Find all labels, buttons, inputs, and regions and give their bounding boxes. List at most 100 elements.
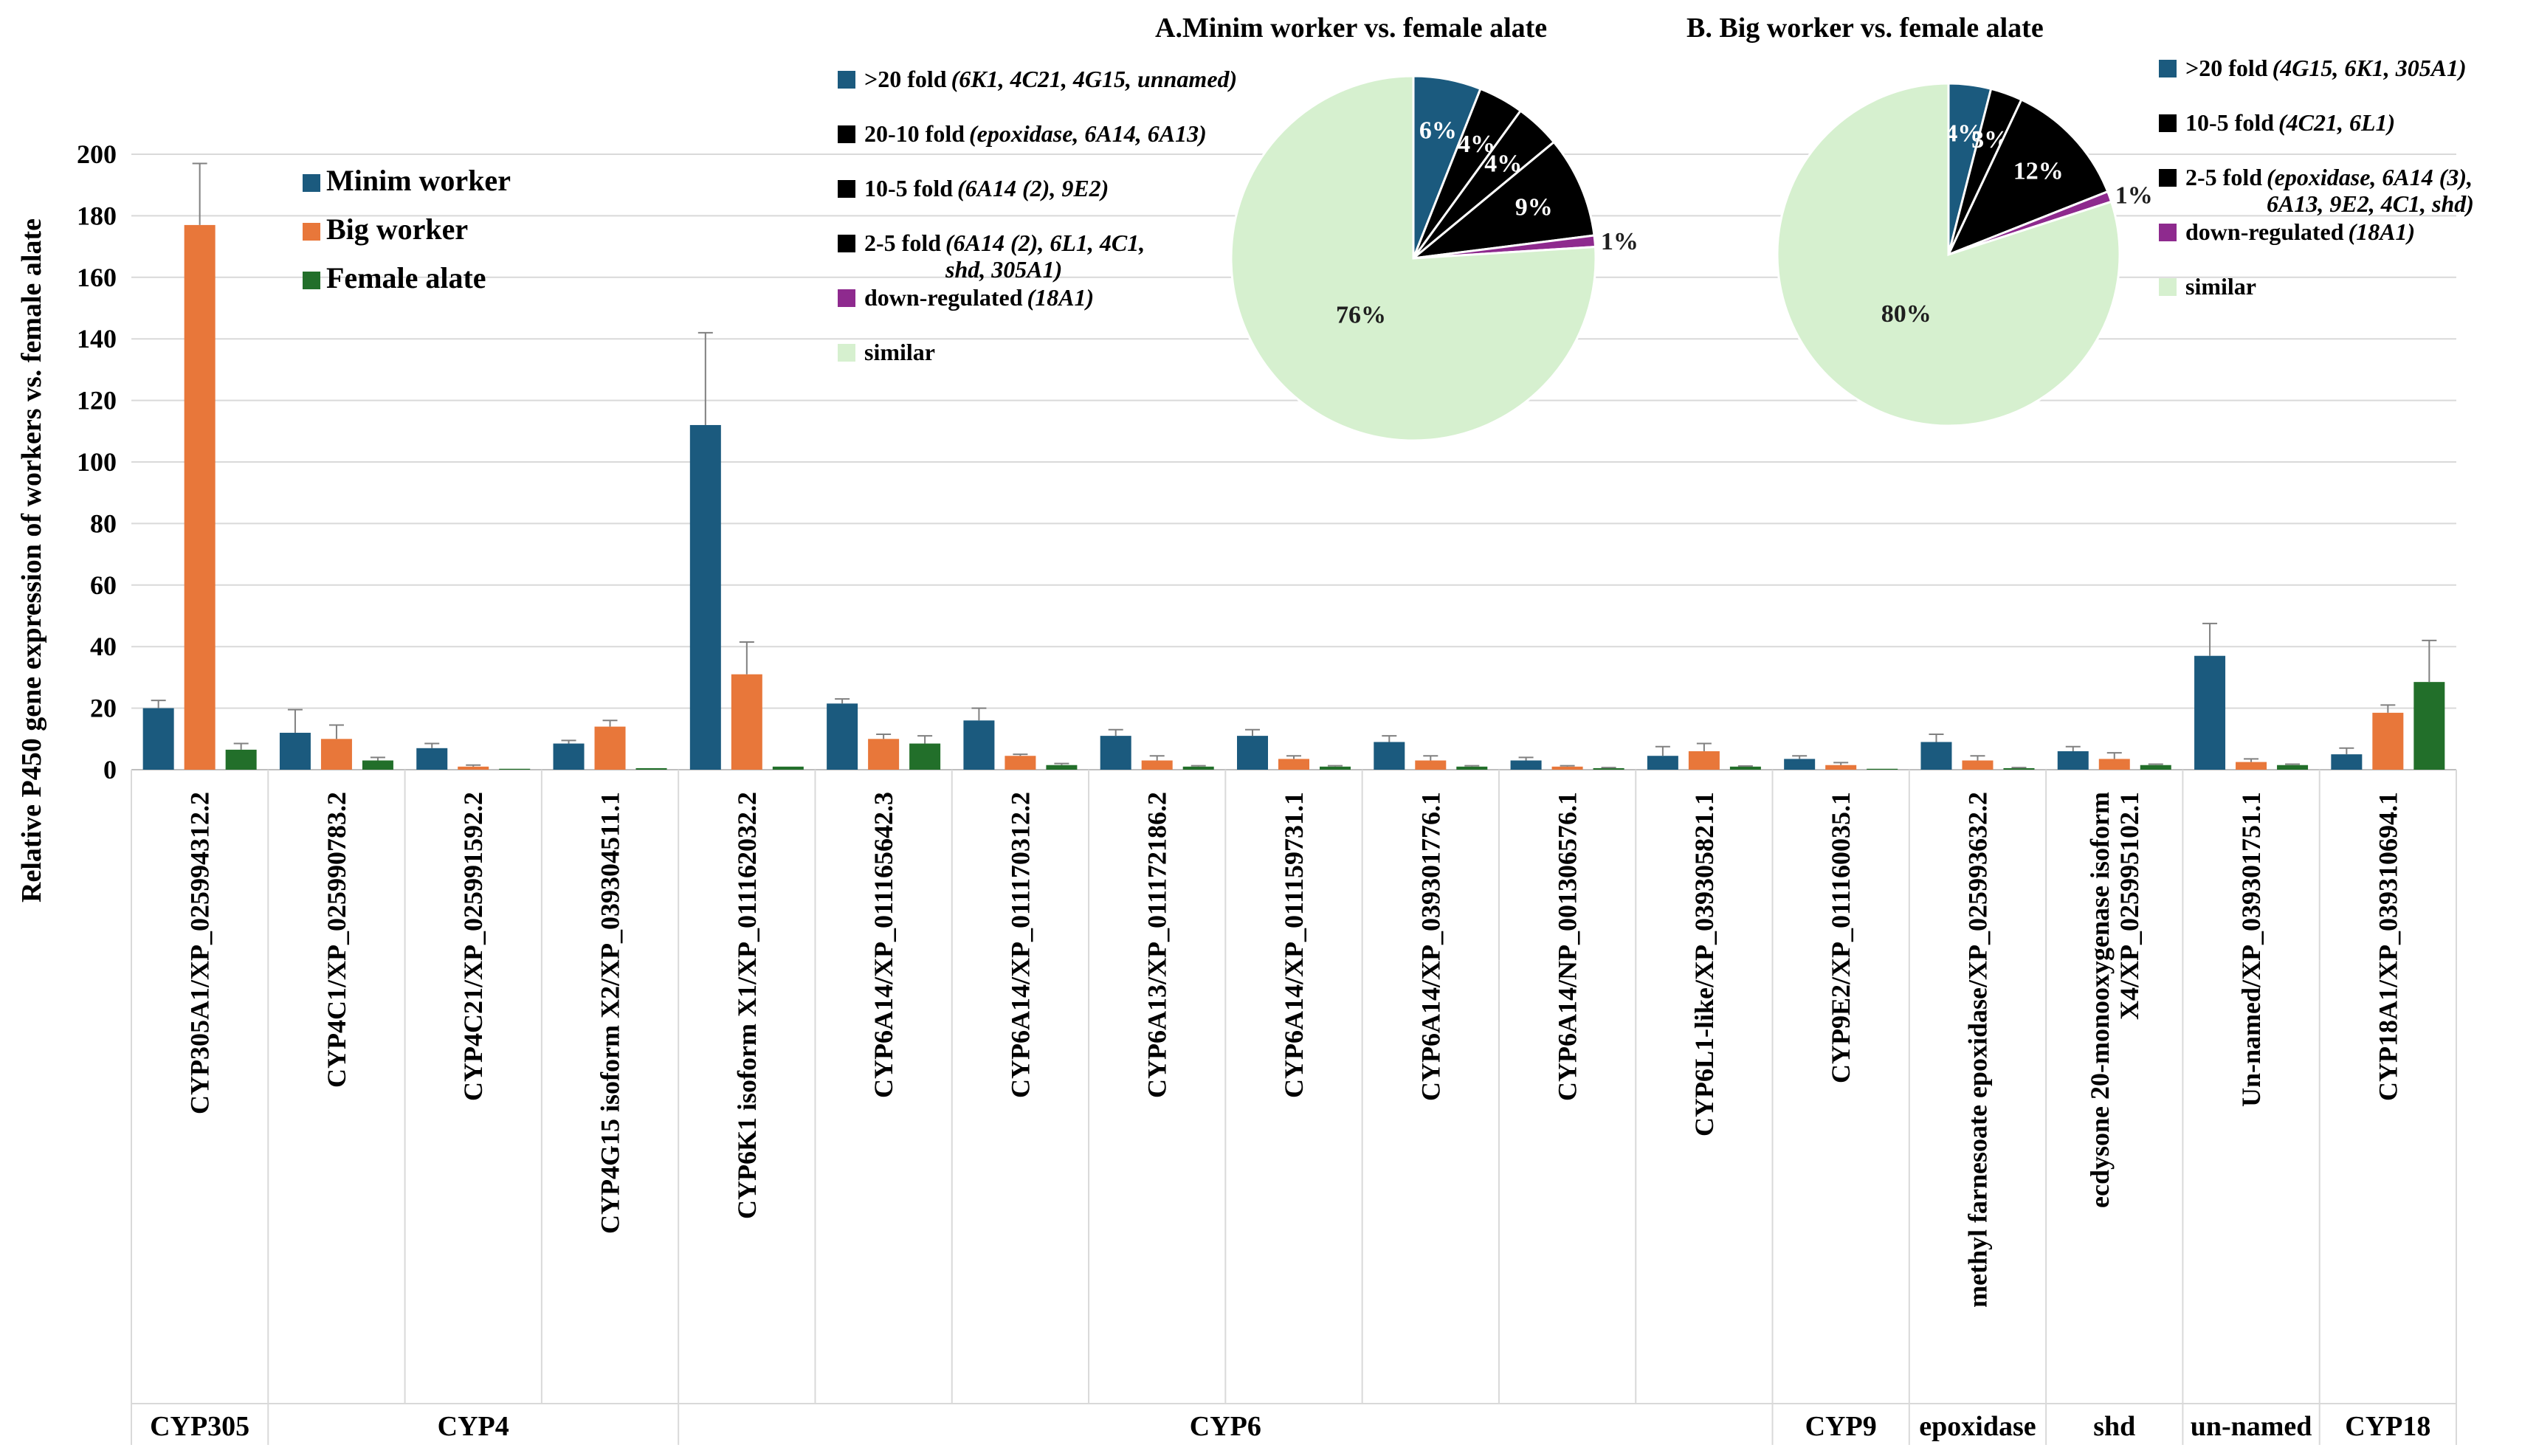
legend-swatch-minim bbox=[303, 174, 320, 192]
y-tick-label: 180 bbox=[77, 201, 117, 230]
y-tick-label: 120 bbox=[77, 386, 117, 415]
bar-alate bbox=[1046, 765, 1078, 770]
pie-legend-label: similar bbox=[2185, 273, 2256, 300]
x-tick-label: X4/XP_025995102.1 bbox=[2115, 792, 2144, 1020]
pie-slice-label: 6% bbox=[1419, 117, 1457, 144]
bar-minim bbox=[827, 703, 858, 770]
bar-big bbox=[1825, 765, 1857, 770]
bar-chart: 0 20 40 60 80 100 120 140 160 180 200 Relative P450… bbox=[16, 139, 2457, 1445]
x-tick-label: CYP6L1-like/XP_039305821.1 bbox=[1689, 792, 1719, 1136]
pie-legend-detail: (epoxidase, 6A14 (3), bbox=[2267, 164, 2473, 190]
bar-big bbox=[2098, 759, 2130, 770]
x-tick-label: CYP305A1/XP_025994312.2 bbox=[185, 792, 215, 1114]
x-tick-label: CYP4C21/XP_025991592.2 bbox=[458, 792, 488, 1101]
x-tick-label: CYP6A13/XP_011172186.2 bbox=[1143, 792, 1172, 1098]
pie-slice-label: 1% bbox=[1601, 228, 1639, 255]
pie-legend-detail: (epoxidase, 6A14, 6A13) bbox=[969, 120, 1207, 147]
pie-legend-swatch-gt20 bbox=[838, 71, 855, 89]
pie-slice-label: 80% bbox=[1881, 300, 1932, 328]
pie-legend-label: down-regulated bbox=[2185, 218, 2344, 245]
bar-minim bbox=[1100, 736, 1131, 770]
bar-minim bbox=[1510, 760, 1542, 770]
pie-legend-swatch-f20_10 bbox=[838, 125, 855, 143]
pie-legend-label: 10-5 fold bbox=[2185, 109, 2274, 136]
group-label: epoxidase bbox=[1919, 1411, 2036, 1442]
pie-legend-swatch-down bbox=[2159, 224, 2177, 241]
group-label: CYP6 bbox=[1190, 1411, 1261, 1442]
y-tick-label: 140 bbox=[77, 324, 117, 353]
y-tick-label: 60 bbox=[90, 570, 117, 600]
pie-slice-f2_5 bbox=[1946, 98, 2109, 257]
pie-legend-swatch-gt20 bbox=[2159, 60, 2177, 77]
bar-big bbox=[1551, 766, 1583, 770]
bar-alate bbox=[362, 760, 393, 770]
bar-minim bbox=[963, 720, 995, 770]
bar-chart-legend: Minim worker Big worker Female alate bbox=[303, 164, 511, 294]
pie-legend-swatch-f2_5 bbox=[2159, 169, 2177, 187]
bar-big bbox=[320, 739, 352, 770]
bar-big bbox=[2236, 762, 2267, 770]
pie-legend-label: similar bbox=[864, 339, 935, 365]
x-tick-label: CYP6A14/XP_011165642.3 bbox=[869, 792, 898, 1098]
pie-legend-detail: (4G15, 6K1, 305A1) bbox=[2273, 55, 2467, 81]
pie-legend-label: down-regulated bbox=[864, 284, 1023, 311]
x-tick-label: CYP18A1/XP_039310694.1 bbox=[2373, 792, 2402, 1101]
pie-legend-swatch-similar bbox=[838, 344, 855, 362]
group-label: CYP9 bbox=[1805, 1411, 1877, 1442]
x-tick-label: CYP9E2/XP_011160035.1 bbox=[1826, 792, 1856, 1083]
bar-big bbox=[594, 726, 626, 770]
x-tick-label: CYP6A14/XP_039301776.1 bbox=[1416, 792, 1445, 1101]
bar-big bbox=[1005, 756, 1036, 770]
y-tick-label: 80 bbox=[90, 508, 117, 538]
bar-alate bbox=[1729, 766, 1761, 770]
x-tick-label: CYP6A14/XP_011170312.2 bbox=[1005, 792, 1035, 1098]
bar-alate bbox=[499, 768, 531, 770]
pie-legend-swatch-f10_5 bbox=[838, 180, 855, 198]
bar-alate bbox=[1182, 766, 1214, 770]
y-tick-label: 160 bbox=[77, 263, 117, 292]
pie-legend-detail: (6K1, 4C21, 4G15, unnamed) bbox=[951, 66, 1238, 92]
pie-legend-label: 10-5 fold bbox=[864, 175, 953, 201]
bar-big bbox=[2372, 712, 2404, 770]
bar-minim bbox=[1647, 756, 1678, 770]
bar-alate bbox=[1456, 766, 1488, 770]
bar-alate bbox=[225, 749, 257, 770]
bar-alate bbox=[2413, 682, 2445, 770]
pie-legend-detail: 6A13, 9E2, 4C1, shd) bbox=[2267, 190, 2474, 217]
y-tick-label: 200 bbox=[77, 139, 117, 169]
x-tick-label: methyl farnesoate epoxidase/XP_025993632… bbox=[1963, 792, 1992, 1308]
y-tick-label: 100 bbox=[77, 447, 117, 477]
legend-label: Female alate bbox=[326, 261, 486, 294]
bar-alate bbox=[1320, 766, 1351, 770]
bar-minim bbox=[553, 743, 585, 770]
x-tick-label: CYP6A14/NP_001306576.1 bbox=[1553, 792, 1582, 1101]
pie-legend-label: >20 fold bbox=[864, 66, 947, 92]
pie-legend-swatch-down bbox=[838, 289, 855, 307]
group-label: shd bbox=[2093, 1411, 2135, 1442]
pie-legend-label: 20-10 fold bbox=[864, 120, 965, 147]
group-label: CYP305 bbox=[150, 1411, 249, 1442]
pie-legend-label: >20 fold bbox=[2185, 55, 2268, 81]
pie-legend-detail: (4C21, 6L1) bbox=[2278, 109, 2395, 136]
pie-legend-swatch-similar bbox=[2159, 278, 2177, 296]
pie-legend-detail: (18A1) bbox=[2349, 218, 2416, 245]
pie-legend-detail: shd, 305A1) bbox=[945, 256, 1062, 283]
bar-alate bbox=[909, 743, 941, 770]
pie-slice-similar bbox=[1230, 75, 1597, 442]
bar-minim bbox=[1237, 736, 1268, 770]
y-tick-label: 0 bbox=[103, 755, 117, 784]
bar-big bbox=[1962, 760, 1994, 770]
group-label: un-named bbox=[2191, 1411, 2312, 1442]
pie-legend-swatch-f2_5 bbox=[838, 235, 855, 252]
bar-big bbox=[458, 766, 489, 770]
bar-minim bbox=[2057, 751, 2089, 770]
pie-legend-detail: (6A14 (2), 6L1, 4C1, bbox=[945, 230, 1145, 256]
legend-label: Big worker bbox=[326, 213, 468, 246]
bar-alate bbox=[2003, 767, 2035, 770]
bar-minim bbox=[689, 424, 721, 770]
pie-slice-label: 1% bbox=[2115, 182, 2153, 210]
bar-big bbox=[1278, 759, 1309, 770]
legend-swatch-big bbox=[303, 223, 320, 241]
x-tick-label: CYP6K1 isoform X1/XP_011162032.2 bbox=[732, 792, 762, 1219]
x-tick-label: Un-named/XP_039301751.1 bbox=[2236, 792, 2266, 1107]
